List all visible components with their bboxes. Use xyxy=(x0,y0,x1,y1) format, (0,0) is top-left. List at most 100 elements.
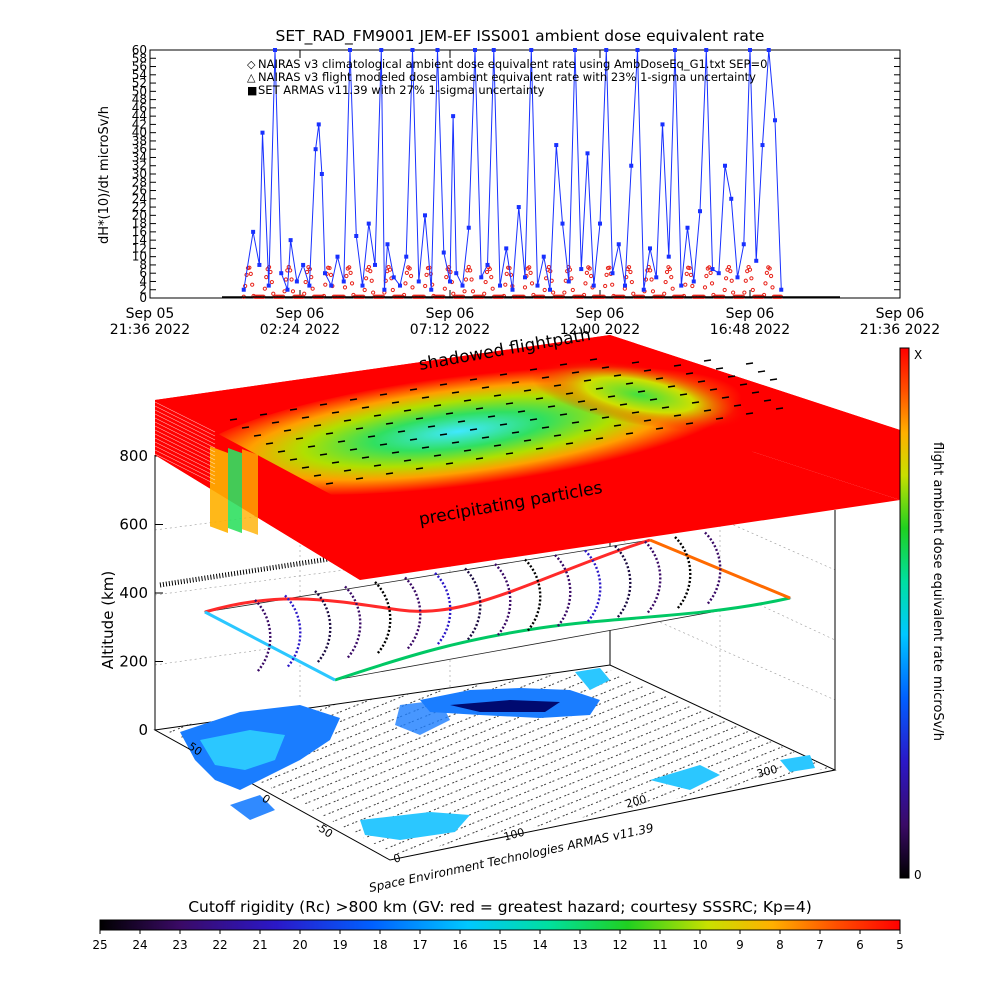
orbit-arc xyxy=(254,599,272,673)
slab-mark xyxy=(415,467,424,470)
slab-mark xyxy=(289,458,298,461)
clim-point xyxy=(269,279,274,285)
clim-point xyxy=(664,269,670,275)
clim-point xyxy=(726,264,732,270)
clim-point xyxy=(562,290,567,295)
z-tick-label: 800 xyxy=(119,447,148,465)
orbit-arc xyxy=(584,549,602,624)
slab-mark xyxy=(343,419,352,422)
x-tick-label-date: Sep 05 xyxy=(126,306,175,322)
slab-mark xyxy=(571,421,580,424)
clim-point xyxy=(344,273,349,279)
orbit-arc xyxy=(434,572,452,646)
clim-point xyxy=(704,273,709,279)
slab-mark xyxy=(469,378,478,381)
slab-mark xyxy=(229,418,238,421)
slab-stripe xyxy=(154,417,216,449)
legend-text: NAIRAS v3 flight modeled dose ambient eq… xyxy=(258,70,756,84)
y-tick-label: 24 xyxy=(132,192,147,206)
armas-point xyxy=(535,283,540,288)
armas-point xyxy=(429,287,434,292)
x-tick-label-date: Sep 06 xyxy=(726,306,775,322)
armas-point xyxy=(260,130,265,135)
armas-point xyxy=(510,287,515,292)
y-tick-label: 30 xyxy=(132,167,147,181)
clim-point xyxy=(522,285,528,290)
y-tick-label: 44 xyxy=(132,109,147,123)
slab-mark xyxy=(325,482,334,485)
armas-point xyxy=(313,147,318,152)
slab-mark xyxy=(355,477,364,480)
slab-mark xyxy=(631,361,640,364)
clim-point xyxy=(610,282,615,287)
clim-point xyxy=(303,279,308,285)
slab-mark xyxy=(691,401,700,404)
armas-point xyxy=(710,267,715,272)
clim-point xyxy=(588,273,594,279)
cutoff-tick-label: 21 xyxy=(252,938,267,952)
cutoff-tick-label: 11 xyxy=(652,938,667,952)
clim-point xyxy=(289,277,294,282)
slab-stripe xyxy=(154,421,216,453)
slab-mark xyxy=(421,396,430,399)
clim-point xyxy=(504,271,509,276)
y-tick-label: 14 xyxy=(132,233,147,247)
armas-point xyxy=(516,205,521,210)
armas-point xyxy=(779,287,784,292)
slab-mark xyxy=(385,472,394,475)
lon-tick-label: 200 xyxy=(624,793,648,811)
cutoff-tick-label: 10 xyxy=(692,938,707,952)
armas-point xyxy=(691,279,696,284)
slab-mark xyxy=(529,418,538,421)
slab-mark xyxy=(511,431,520,434)
colorbar-top-label: X xyxy=(914,348,922,362)
slab-mark xyxy=(349,448,358,451)
slab-mark xyxy=(661,406,670,409)
slab-mark xyxy=(655,377,664,380)
clim-point xyxy=(763,281,768,286)
slab-mark xyxy=(649,398,658,401)
armas-point xyxy=(573,48,577,52)
clim-point xyxy=(483,279,488,285)
slab-mark xyxy=(361,406,370,409)
slab-mark xyxy=(271,421,280,424)
armas-point xyxy=(316,122,321,127)
armas-point xyxy=(523,275,527,280)
armas-point xyxy=(366,221,371,226)
cutoff-tick-label: 19 xyxy=(332,938,347,952)
armas-point xyxy=(473,48,477,52)
armas-point xyxy=(285,287,290,292)
clim-point xyxy=(551,290,556,295)
orbit-arc xyxy=(554,554,572,628)
clim-point xyxy=(603,283,608,289)
x-tick-label-time: 21:36 2022 xyxy=(110,322,190,338)
slab-mark xyxy=(763,399,772,402)
slab-mark xyxy=(313,474,322,477)
armas-point xyxy=(307,283,312,288)
slab-mark xyxy=(721,396,730,399)
slab-mark xyxy=(583,429,592,432)
precipitating-particles-slab xyxy=(154,335,900,580)
slab-mark xyxy=(277,450,286,453)
slab-mark xyxy=(571,371,580,374)
clim-point xyxy=(567,267,573,272)
orbit-arc xyxy=(284,594,302,669)
slab-mark xyxy=(451,391,460,394)
nairas-climatological-series xyxy=(241,264,784,299)
slab-mark xyxy=(499,423,508,426)
colorbar-label: flight ambient dose equivalent rate micr… xyxy=(930,442,945,741)
slab-mark xyxy=(433,454,442,457)
armas-point xyxy=(610,271,615,276)
clim-point xyxy=(669,275,674,280)
x-tick-label-time: 16:48 2022 xyxy=(710,322,790,338)
armas-point xyxy=(598,221,602,226)
clim-point xyxy=(770,285,775,290)
armas-point xyxy=(766,48,771,52)
y-tick-label: 32 xyxy=(132,159,147,173)
z-tick-label: 200 xyxy=(119,653,148,671)
clim-point xyxy=(489,275,494,280)
slab-mark xyxy=(547,405,556,408)
slab-mark xyxy=(769,378,778,381)
armas-point xyxy=(741,242,746,247)
